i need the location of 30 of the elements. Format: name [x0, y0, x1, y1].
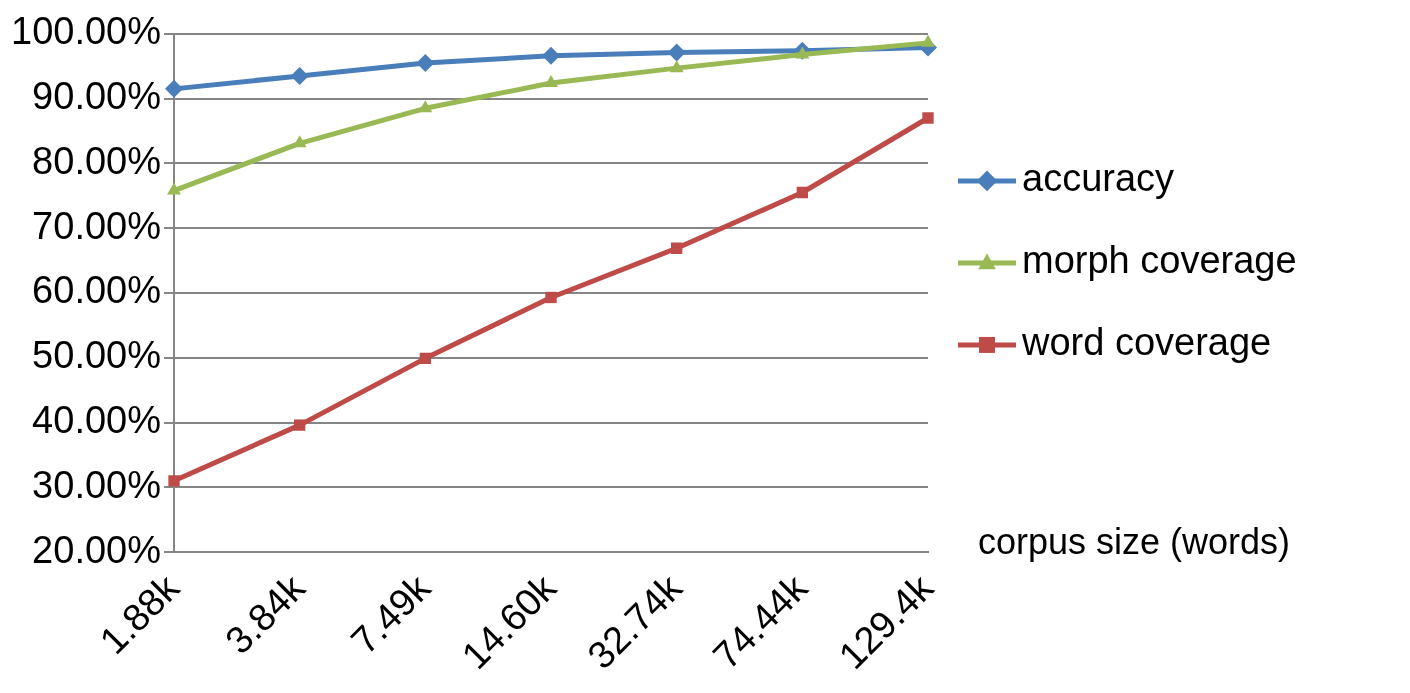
legend-label: morph coverage: [1022, 239, 1297, 282]
point: [796, 186, 808, 199]
legend-label: word coverage: [1021, 321, 1272, 364]
point: [669, 60, 684, 73]
y-tick-label: 90.00%: [32, 75, 162, 118]
point: [418, 100, 433, 113]
point: [545, 291, 557, 304]
point: [667, 43, 686, 62]
y-tick-label: 70.00%: [32, 204, 162, 247]
point: [294, 419, 306, 431]
y-tick-label: 40.00%: [32, 398, 162, 441]
legend-label: accuracy: [1022, 157, 1175, 200]
y-tick-label: 60.00%: [32, 269, 162, 312]
y-tick-label: 100.00%: [11, 10, 162, 53]
y-tick-label: 50.00%: [32, 334, 162, 377]
point: [416, 53, 435, 72]
point: [671, 242, 683, 254]
point: [922, 112, 934, 124]
x-axis-title: corpus size (words): [978, 521, 1291, 562]
y-tick-label: 20.00%: [32, 528, 162, 571]
point: [921, 34, 935, 47]
point: [167, 182, 181, 195]
y-tick-label: 80.00%: [32, 139, 162, 182]
point: [168, 475, 180, 487]
point: [544, 75, 558, 88]
y-tick-label: 30.00%: [32, 463, 162, 506]
point: [795, 46, 810, 59]
point: [290, 66, 309, 85]
point: [165, 79, 184, 98]
point: [419, 352, 431, 365]
